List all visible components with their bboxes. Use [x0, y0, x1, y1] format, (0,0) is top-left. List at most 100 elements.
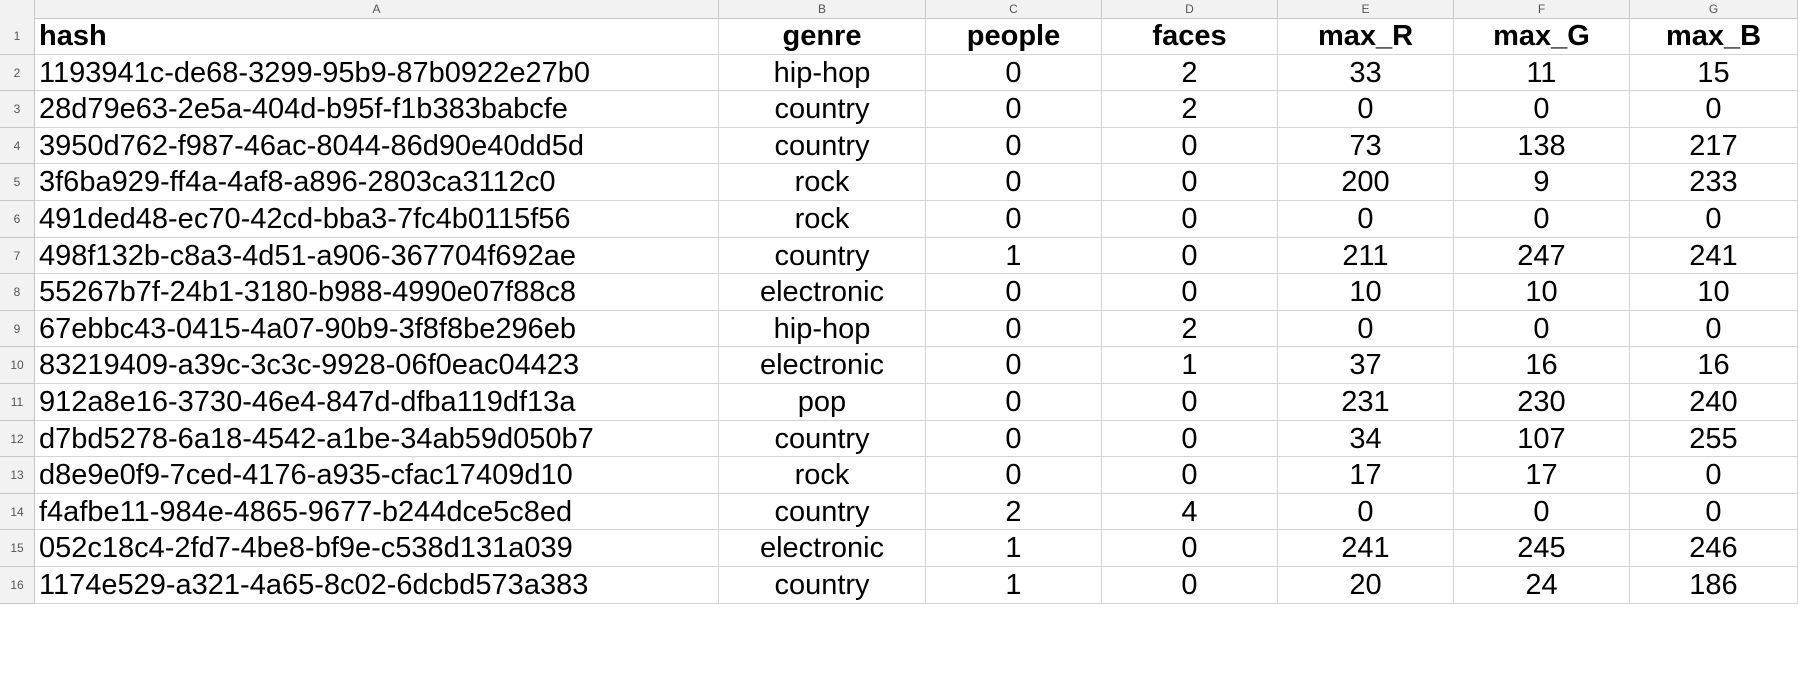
- table-cell[interactable]: 17: [1278, 457, 1454, 494]
- row-number[interactable]: 6: [0, 201, 35, 238]
- table-cell[interactable]: 245: [1454, 530, 1630, 567]
- table-cell[interactable]: 0: [1102, 274, 1278, 311]
- table-cell[interactable]: 16: [1454, 347, 1630, 384]
- table-cell[interactable]: d7bd5278-6a18-4542-a1be-34ab59d050b7: [35, 420, 719, 458]
- table-cell[interactable]: 247: [1454, 237, 1630, 275]
- table-cell[interactable]: 1: [926, 567, 1102, 604]
- table-cell[interactable]: 241: [1278, 530, 1454, 567]
- table-cell[interactable]: 0: [1454, 91, 1630, 128]
- table-cell[interactable]: 0: [1630, 201, 1798, 238]
- row-number[interactable]: 4: [0, 127, 35, 165]
- table-cell[interactable]: 17: [1454, 457, 1630, 494]
- table-cell[interactable]: 0: [1102, 530, 1278, 567]
- table-cell[interactable]: electronic: [719, 274, 926, 311]
- table-cell[interactable]: 20: [1278, 567, 1454, 604]
- column-header-e[interactable]: E: [1278, 0, 1454, 18]
- header-cell[interactable]: faces: [1102, 18, 1278, 55]
- table-cell[interactable]: 0: [926, 91, 1102, 128]
- header-cell[interactable]: people: [926, 18, 1102, 55]
- table-cell[interactable]: 0: [926, 310, 1102, 348]
- table-cell[interactable]: 200: [1278, 164, 1454, 201]
- table-cell[interactable]: 1193941c-de68-3299-95b9-87b0922e27b0: [35, 54, 719, 92]
- table-cell[interactable]: 0: [1102, 201, 1278, 238]
- table-cell[interactable]: 0: [926, 420, 1102, 458]
- row-number[interactable]: 10: [0, 347, 35, 384]
- table-cell[interactable]: 0: [926, 54, 1102, 92]
- table-cell[interactable]: 55267b7f-24b1-3180-b988-4990e07f88c8: [35, 274, 719, 311]
- table-cell[interactable]: 9: [1454, 164, 1630, 201]
- table-cell[interactable]: 246: [1630, 530, 1798, 567]
- table-cell[interactable]: f4afbe11-984e-4865-9677-b244dce5c8ed: [35, 493, 719, 531]
- table-cell[interactable]: 912a8e16-3730-46e4-847d-dfba119df13a: [35, 384, 719, 421]
- table-cell[interactable]: 15: [1630, 54, 1798, 92]
- table-cell[interactable]: 0: [1102, 420, 1278, 458]
- table-cell[interactable]: country: [719, 91, 926, 128]
- column-header-g[interactable]: G: [1630, 0, 1798, 18]
- table-cell[interactable]: 0: [1278, 310, 1454, 348]
- table-cell[interactable]: 83219409-a39c-3c3c-9928-06f0eac04423: [35, 347, 719, 384]
- column-header-c[interactable]: C: [926, 0, 1102, 18]
- table-cell[interactable]: electronic: [719, 347, 926, 384]
- table-cell[interactable]: 3950d762-f987-46ac-8044-86d90e40dd5d: [35, 127, 719, 165]
- table-cell[interactable]: 0: [1278, 201, 1454, 238]
- table-cell[interactable]: pop: [719, 384, 926, 421]
- table-cell[interactable]: 0: [1102, 237, 1278, 275]
- table-cell[interactable]: 230: [1454, 384, 1630, 421]
- table-cell[interactable]: 11: [1454, 54, 1630, 92]
- table-cell[interactable]: 186: [1630, 567, 1798, 604]
- table-cell[interactable]: 16: [1630, 347, 1798, 384]
- table-cell[interactable]: country: [719, 237, 926, 275]
- table-cell[interactable]: 2: [1102, 310, 1278, 348]
- row-number[interactable]: 8: [0, 274, 35, 311]
- table-cell[interactable]: hip-hop: [719, 54, 926, 92]
- table-cell[interactable]: 2: [926, 493, 1102, 531]
- table-cell[interactable]: 217: [1630, 127, 1798, 165]
- row-number[interactable]: 1: [0, 18, 35, 55]
- table-cell[interactable]: 0: [1630, 457, 1798, 494]
- table-cell[interactable]: 241: [1630, 237, 1798, 275]
- table-cell[interactable]: 0: [926, 164, 1102, 201]
- row-number[interactable]: 13: [0, 457, 35, 494]
- row-number[interactable]: 3: [0, 91, 35, 128]
- column-header-d[interactable]: D: [1102, 0, 1278, 18]
- table-cell[interactable]: 1: [1102, 347, 1278, 384]
- table-cell[interactable]: 10: [1278, 274, 1454, 311]
- table-cell[interactable]: 0: [926, 457, 1102, 494]
- table-cell[interactable]: 498f132b-c8a3-4d51-a906-367704f692ae: [35, 237, 719, 275]
- table-cell[interactable]: 0: [1102, 384, 1278, 421]
- table-cell[interactable]: 0: [926, 201, 1102, 238]
- table-cell[interactable]: 233: [1630, 164, 1798, 201]
- table-cell[interactable]: 37: [1278, 347, 1454, 384]
- table-cell[interactable]: 0: [1102, 457, 1278, 494]
- header-cell[interactable]: max_B: [1630, 18, 1798, 55]
- table-cell[interactable]: rock: [719, 457, 926, 494]
- table-cell[interactable]: 0: [1630, 91, 1798, 128]
- table-cell[interactable]: 10: [1454, 274, 1630, 311]
- table-cell[interactable]: 0: [1102, 127, 1278, 165]
- table-cell[interactable]: electronic: [719, 530, 926, 567]
- table-cell[interactable]: 0: [1102, 164, 1278, 201]
- table-cell[interactable]: 211: [1278, 237, 1454, 275]
- table-cell[interactable]: 1174e529-a321-4a65-8c02-6dcbd573a383: [35, 567, 719, 604]
- row-number[interactable]: 12: [0, 420, 35, 458]
- row-number[interactable]: 15: [0, 530, 35, 567]
- row-number[interactable]: 9: [0, 310, 35, 348]
- select-all-corner[interactable]: [0, 0, 35, 18]
- table-cell[interactable]: 73: [1278, 127, 1454, 165]
- table-cell[interactable]: 138: [1454, 127, 1630, 165]
- table-cell[interactable]: 0: [1454, 493, 1630, 531]
- header-cell[interactable]: max_G: [1454, 18, 1630, 55]
- table-cell[interactable]: 1: [926, 530, 1102, 567]
- table-cell[interactable]: d8e9e0f9-7ced-4176-a935-cfac17409d10: [35, 457, 719, 494]
- table-cell[interactable]: 0: [1454, 310, 1630, 348]
- table-cell[interactable]: 3f6ba929-ff4a-4af8-a896-2803ca3112c0: [35, 164, 719, 201]
- table-cell[interactable]: 0: [926, 347, 1102, 384]
- table-cell[interactable]: 28d79e63-2e5a-404d-b95f-f1b383babcfe: [35, 91, 719, 128]
- row-number[interactable]: 2: [0, 54, 35, 92]
- table-cell[interactable]: country: [719, 420, 926, 458]
- table-cell[interactable]: 0: [1278, 91, 1454, 128]
- table-cell[interactable]: 0: [1102, 567, 1278, 604]
- table-cell[interactable]: 0: [1454, 201, 1630, 238]
- column-header-a[interactable]: A: [35, 0, 719, 18]
